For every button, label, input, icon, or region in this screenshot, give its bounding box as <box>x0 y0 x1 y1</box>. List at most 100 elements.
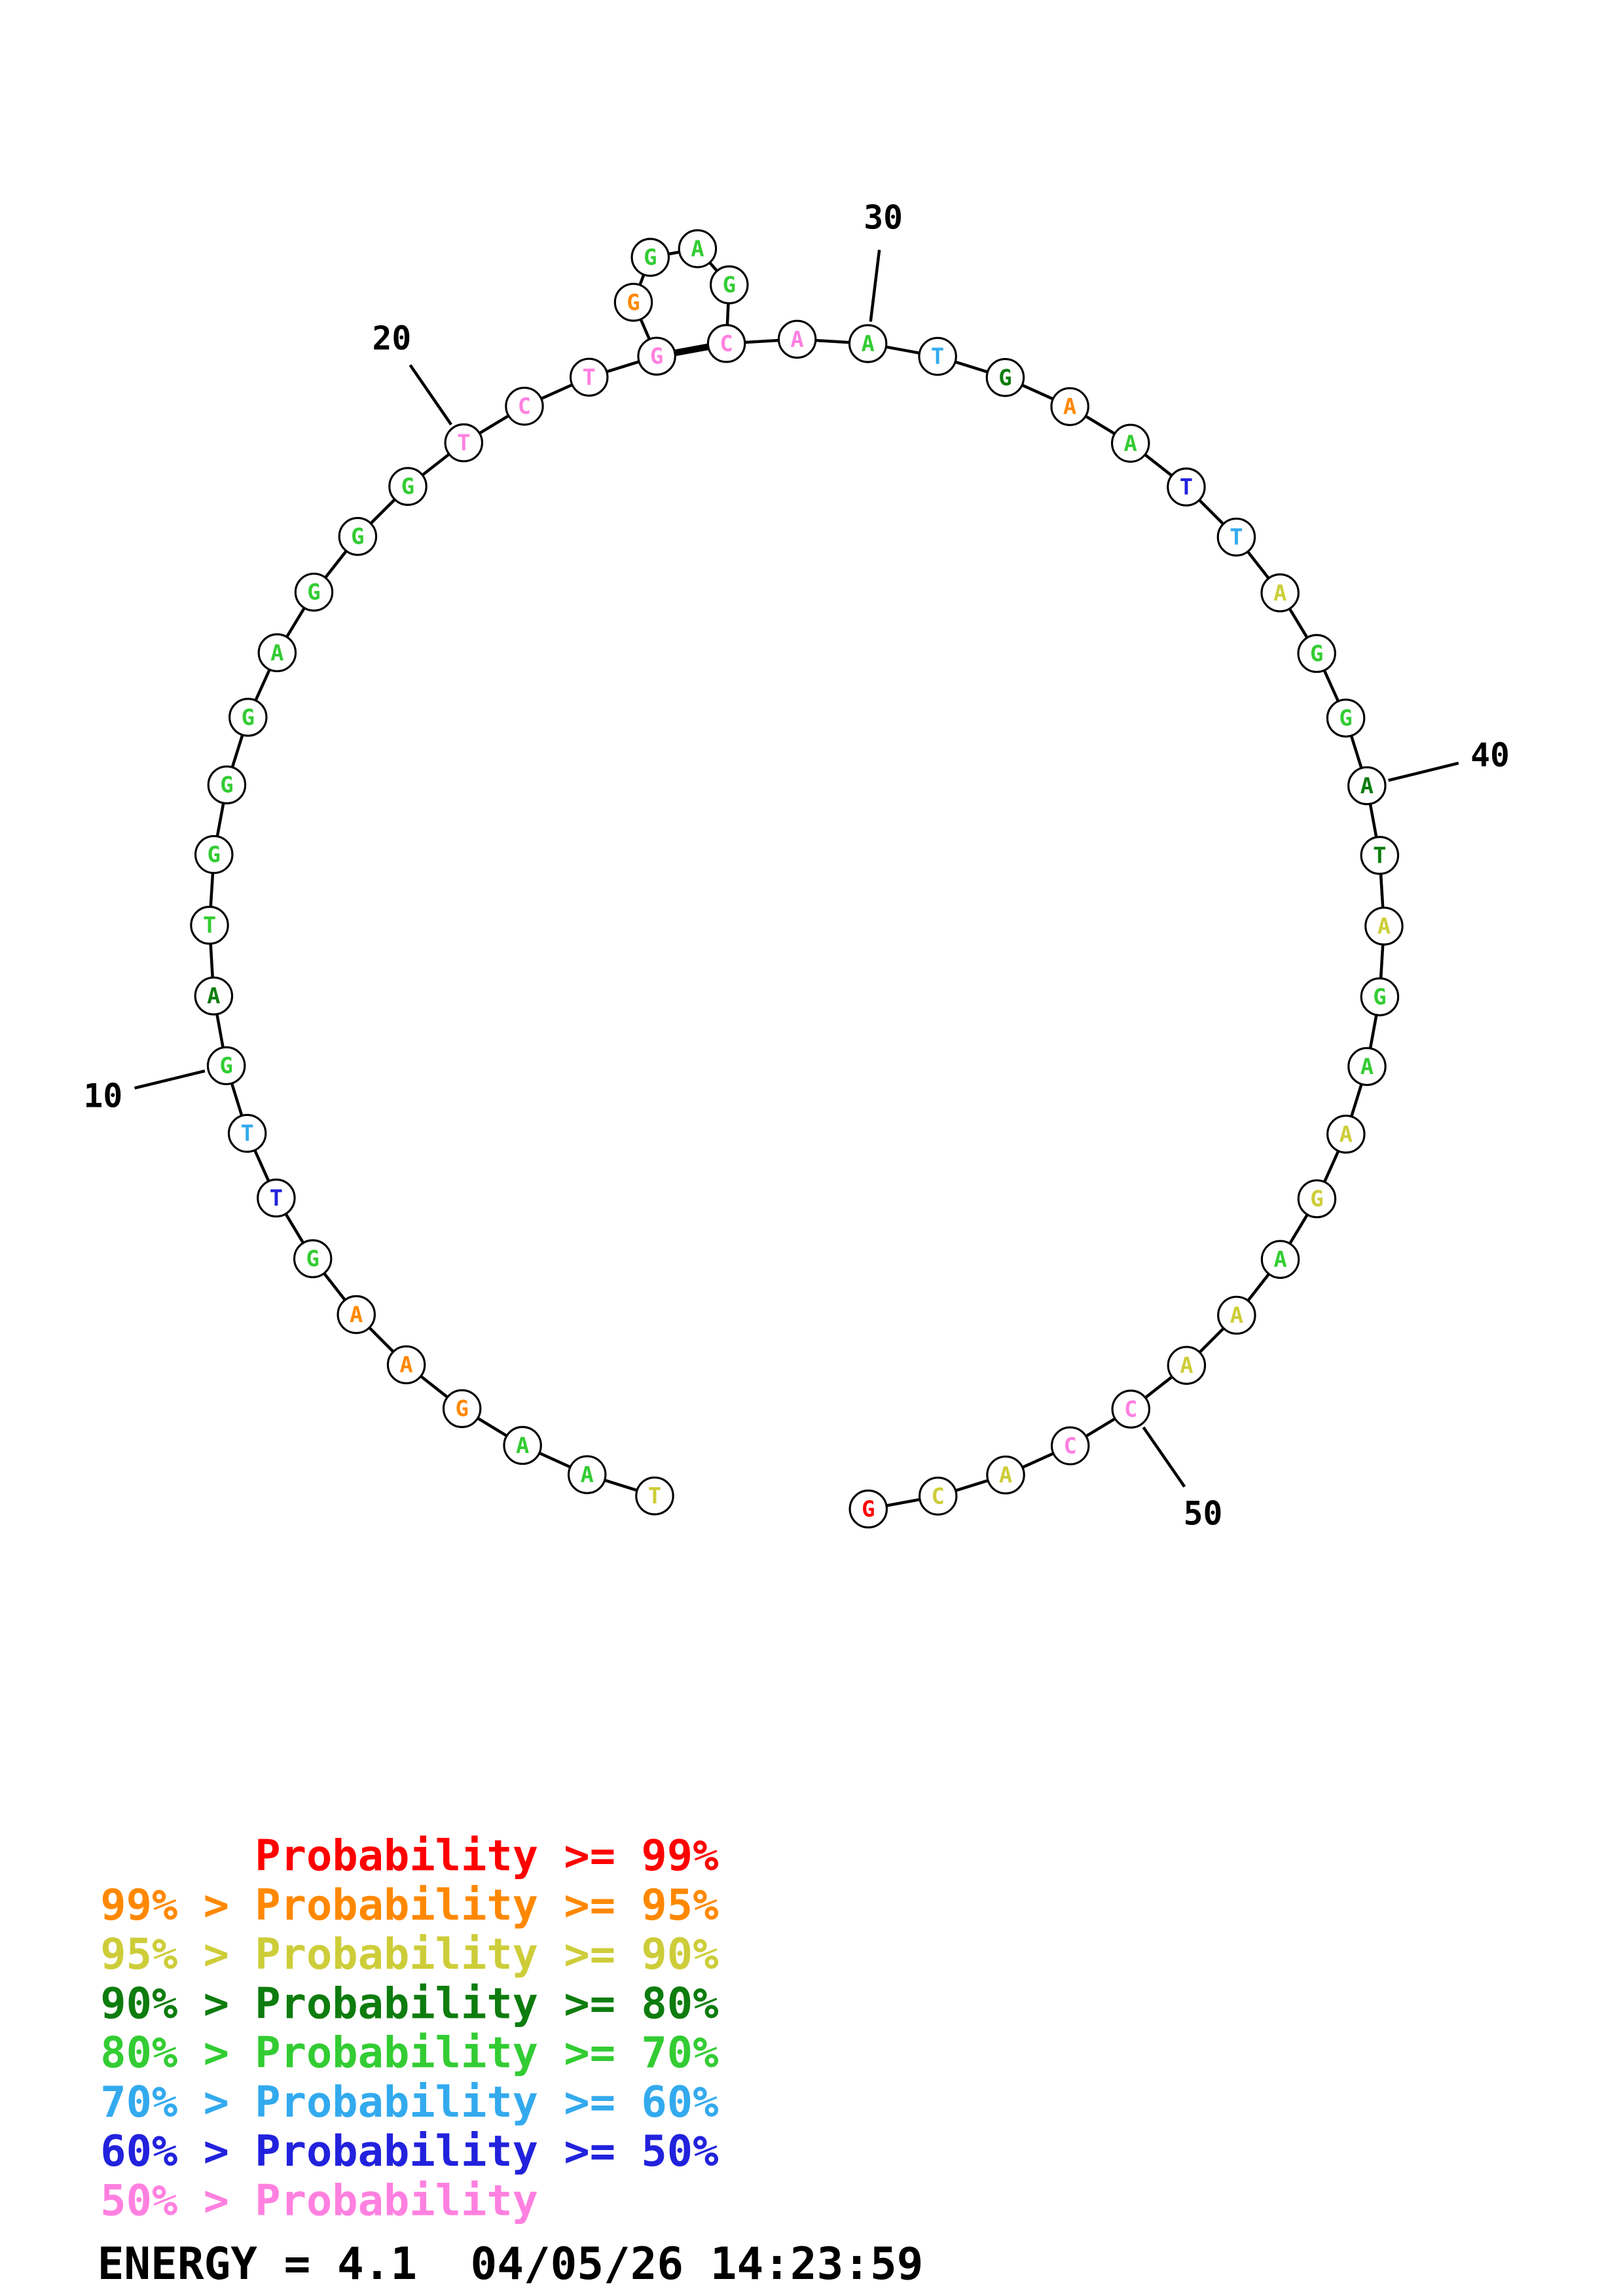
nucleotide-base: A <box>1180 1353 1193 1378</box>
nucleotide-base: G <box>219 1053 232 1079</box>
legend-row: 95% > Probability >= 90% <box>100 1929 718 1979</box>
nucleotide-base: G <box>1310 641 1323 666</box>
legend-row: 99% > Probability >= 95% <box>100 1880 718 1930</box>
nucleotide-circle <box>503 1426 542 1465</box>
nucleotide-circle <box>257 633 297 673</box>
nucleotide-base: A <box>270 640 283 666</box>
nucleotide-circle <box>1217 1295 1256 1335</box>
nucleotide-circle <box>444 423 484 463</box>
nucleotide-base: T <box>648 1483 661 1509</box>
nucleotide-base: G <box>455 1396 468 1422</box>
nucleotide-circle <box>1216 517 1256 557</box>
position-label: 30 <box>864 199 903 237</box>
nucleotide-circle <box>985 358 1025 397</box>
nucleotide-circle <box>228 698 268 737</box>
nucleotide-circle <box>207 765 247 804</box>
nucleotide-circle <box>1111 1390 1150 1429</box>
nucleotide-circle <box>1360 977 1400 1016</box>
nucleotide-base: G <box>242 704 255 730</box>
legend-row: 80% > Probability >= 70% <box>100 2028 718 2078</box>
nucleotide-base: C <box>1063 1433 1076 1459</box>
nucleotide-circle <box>1167 467 1206 507</box>
nucleotide-base: G <box>627 289 640 315</box>
nucleotide-circle <box>567 1455 607 1494</box>
nucleotide-circle <box>206 1046 246 1085</box>
nucleotide-base: C <box>1124 1396 1137 1422</box>
nucleotide-circle <box>1050 1426 1090 1465</box>
nucleotide-base: A <box>350 1302 363 1327</box>
nucleotide-base: C <box>932 1483 945 1509</box>
nucleotide-circle <box>848 1489 888 1529</box>
nucleotide-circle <box>848 324 888 363</box>
nucleotide-circle <box>1360 836 1400 875</box>
energy-value: ENERGY = 4.1 <box>98 2238 417 2289</box>
label-leader-line <box>869 249 881 322</box>
nucleotide-circle <box>338 516 378 556</box>
legend-row: 60% > Probability >= 50% <box>100 2126 718 2176</box>
nucleotide-base: A <box>1124 431 1137 456</box>
nucleotide-circle <box>706 324 746 363</box>
timestamp: 04/05/26 14:23:59 <box>471 2238 924 2289</box>
nucleotide-base: A <box>207 983 220 1009</box>
position-label: 10 <box>84 1077 123 1115</box>
nucleotide-base: G <box>1339 706 1352 731</box>
nucleotide-circle <box>1364 906 1404 946</box>
nucleotide-base: G <box>998 365 1012 390</box>
nucleotide-circle <box>613 283 653 322</box>
nucleotide-base: T <box>1180 475 1193 500</box>
nucleotide-circle <box>1260 1240 1300 1279</box>
nucleotide-base: A <box>581 1462 594 1488</box>
nucleotide-base: G <box>220 772 233 798</box>
nucleotide-circle <box>442 1389 482 1428</box>
nucleotide-circle <box>1110 423 1150 463</box>
nucleotide-circle <box>630 238 670 277</box>
nucleotide-circle <box>337 1295 376 1335</box>
nucleotide-base: A <box>1360 1054 1374 1079</box>
nucleotide-base: A <box>1360 773 1374 798</box>
nucleotide-base: T <box>240 1121 253 1146</box>
label-leader-line <box>1388 761 1459 782</box>
nucleotide-circle <box>1347 766 1387 806</box>
nucleotide-base: G <box>306 1246 319 1272</box>
nucleotide-circle <box>227 1113 267 1153</box>
nucleotide-circle <box>293 1239 333 1278</box>
nucleotide-circle <box>1326 698 1366 738</box>
nucleotide-base: G <box>723 272 736 298</box>
nucleotide-circle <box>194 834 234 874</box>
nucleotide-base: A <box>1230 1302 1243 1328</box>
nucleotide-base: A <box>861 331 874 356</box>
nucleotide-base: A <box>1340 1121 1353 1147</box>
nucleotide-base: T <box>1373 842 1386 868</box>
nucleotide-circle <box>1167 1346 1207 1385</box>
nucleotide-circle <box>190 905 229 945</box>
nucleotide-circle <box>1260 573 1300 613</box>
nucleotide-circle <box>1297 634 1336 673</box>
position-label: 40 <box>1470 736 1510 774</box>
nucleotide-circle <box>710 265 749 304</box>
nucleotide-circle <box>1050 387 1089 426</box>
nucleotide-base: G <box>644 245 657 270</box>
label-leader-line <box>409 364 452 425</box>
nucleotide-circle <box>388 467 428 506</box>
nucleotide-base: G <box>307 579 320 605</box>
nucleotide-base: A <box>1273 1247 1286 1272</box>
nucleotide-base: T <box>457 430 470 456</box>
nucleotide-base: A <box>691 236 704 262</box>
legend-row: Probability >= 99% <box>255 1831 718 1881</box>
nucleotide-base: G <box>1310 1186 1323 1211</box>
nucleotide-base: A <box>790 327 803 352</box>
nucleotide-circle <box>1326 1115 1366 1154</box>
legend-row: 70% > Probability >= 60% <box>100 2077 718 2127</box>
nucleotide-circle <box>1297 1179 1337 1219</box>
nucleotide-base: G <box>401 474 414 499</box>
nucleotide-circle <box>505 386 544 426</box>
nucleotide-base: G <box>650 344 663 369</box>
nucleotide-base: A <box>516 1433 529 1458</box>
nucleotide-circle <box>635 1476 674 1516</box>
position-label: 50 <box>1184 1494 1223 1532</box>
position-label: 20 <box>373 319 412 357</box>
nucleotide-base: T <box>583 365 596 390</box>
nucleotide-base: G <box>862 1496 875 1522</box>
